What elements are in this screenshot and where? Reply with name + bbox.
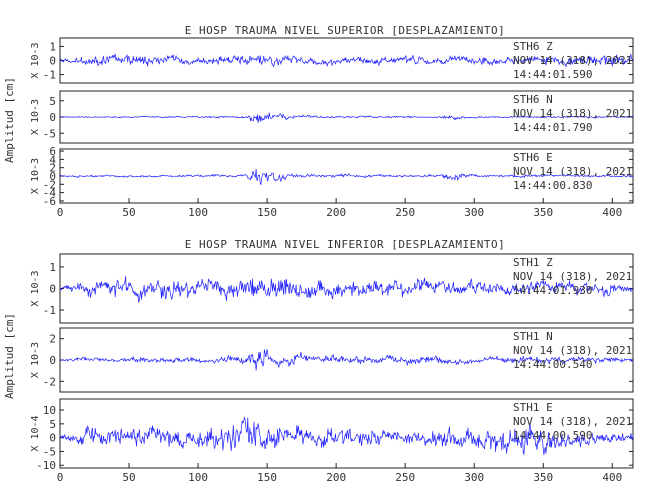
upper-panel-title: E HOSP TRAUMA NIVEL SUPERIOR [DESPLAZAMI…: [185, 24, 506, 37]
channel-annotation-line: 14:44:01.590: [513, 68, 592, 81]
channel-annotation-line: NOV 14 (318), 2021: [513, 107, 632, 120]
waveform-trace: [59, 112, 634, 123]
channel-scale-label: X 10-3: [30, 270, 41, 306]
y-tick-label: 0: [49, 283, 56, 296]
waveform-trace: [59, 168, 634, 185]
y-tick-label: 1: [49, 261, 56, 274]
x-tick-label: 250: [395, 471, 415, 484]
channel-annotation-line: STH6 N: [513, 93, 553, 106]
y-tick-label: 0: [49, 55, 56, 68]
x-axis: 0 50 100 150 200 250 300 350 400: [57, 463, 622, 484]
y-tick-label: 1: [49, 40, 56, 53]
channel-annotation-line: 14:44:00.590: [513, 429, 592, 442]
x-tick-label: 200: [326, 471, 346, 484]
channel-annotation-line: STH6 E: [513, 151, 553, 164]
x-tick-label: 100: [188, 471, 208, 484]
y-tick-label: -5: [43, 445, 56, 458]
y-tick-label: 5: [49, 418, 56, 431]
y-tick-label: 0: [49, 170, 56, 183]
channel-scale-label: X 10-4: [30, 415, 41, 451]
channel-annotation-line: NOV 14 (318), 2021: [513, 270, 632, 283]
y-tick-label: 4: [49, 153, 56, 166]
y-tick-label: 2: [49, 333, 56, 346]
channel-scale-label: X 10-3: [30, 342, 41, 378]
channel-annotation-line: NOV 14 (318), 2021: [513, 344, 632, 357]
waveform-trace: [59, 349, 634, 371]
channel-scale-label: X 10-3: [30, 42, 41, 78]
lower-panel-title: E HOSP TRAUMA NIVEL INFERIOR [DESPLAZAMI…: [185, 238, 506, 251]
x-tick-label: 200: [326, 206, 346, 219]
x-tick-label: 50: [122, 471, 135, 484]
y-tick-label: 2: [49, 162, 56, 175]
channel-annotation-line: NOV 14 (318), 2021: [513, 415, 632, 428]
y-tick-label: -10: [36, 459, 56, 472]
y-tick-label: -4: [43, 187, 57, 200]
channel-annotation-line: STH1 Z: [513, 256, 553, 269]
x-tick-label: 0: [57, 471, 64, 484]
upper-panel: E HOSP TRAUMA NIVEL SUPERIOR [DESPLAZAMI…: [3, 24, 634, 219]
x-tick-label: 300: [464, 206, 484, 219]
y-tick-label: 6: [49, 145, 56, 158]
lower-panel: E HOSP TRAUMA NIVEL INFERIOR [DESPLAZAMI…: [3, 238, 634, 484]
x-tick-label: 50: [122, 206, 135, 219]
y-tick-label: -1: [43, 304, 56, 317]
channel-annotation-line: 14:44:01.790: [513, 121, 592, 134]
x-tick-label: 0: [57, 206, 64, 219]
waveform-trace: [59, 276, 634, 303]
waveform-trace: [59, 416, 634, 456]
x-tick-label: 150: [257, 206, 277, 219]
y-tick-label: -1: [43, 69, 56, 82]
x-tick-label: 100: [188, 206, 208, 219]
channel-scale-label: X 10-3: [30, 158, 41, 194]
x-axis: 0 50 100 150 200 250 300 350 400: [57, 198, 622, 219]
channel-annotation-line: STH1 E: [513, 401, 553, 414]
channel-annotation-line: 14:44:01.930: [513, 284, 592, 297]
channel-annotation-line: NOV 14 (318), 2021: [513, 54, 632, 67]
y-tick-label: -2: [43, 178, 56, 191]
y-tick-label: -5: [43, 127, 56, 140]
channel-scale-label: X 10-3: [30, 99, 41, 135]
x-tick-label: 350: [533, 206, 553, 219]
y-tick-label: 0: [49, 111, 56, 124]
x-tick-label: 150: [257, 471, 277, 484]
lower-panel-ylabel: Amplitud [cm]: [3, 313, 16, 399]
x-tick-label: 300: [464, 471, 484, 484]
channel-annotation-line: 14:44:00.540: [513, 358, 592, 371]
x-tick-label: 400: [602, 206, 622, 219]
channel-annotation-line: STH1 N: [513, 330, 553, 343]
x-tick-label: 350: [533, 471, 553, 484]
channel-annotation-line: NOV 14 (318), 2021: [513, 165, 632, 178]
x-tick-label: 400: [602, 471, 622, 484]
upper-panel-ylabel: Amplitud [cm]: [3, 77, 16, 163]
y-tick-label: -2: [43, 375, 56, 388]
channel-annotation-line: 14:44:00.830: [513, 179, 592, 192]
y-tick-label: 0: [49, 354, 56, 367]
y-tick-label: 0: [49, 432, 56, 445]
waveform-trace: [59, 53, 634, 68]
y-tick-label: 5: [49, 95, 56, 108]
channel-frame: [59, 398, 634, 469]
y-tick-label: 10: [43, 404, 56, 417]
y-tick-label: -6: [43, 195, 56, 208]
channel-annotation-line: STH6 Z: [513, 40, 553, 53]
x-tick-label: 250: [395, 206, 415, 219]
